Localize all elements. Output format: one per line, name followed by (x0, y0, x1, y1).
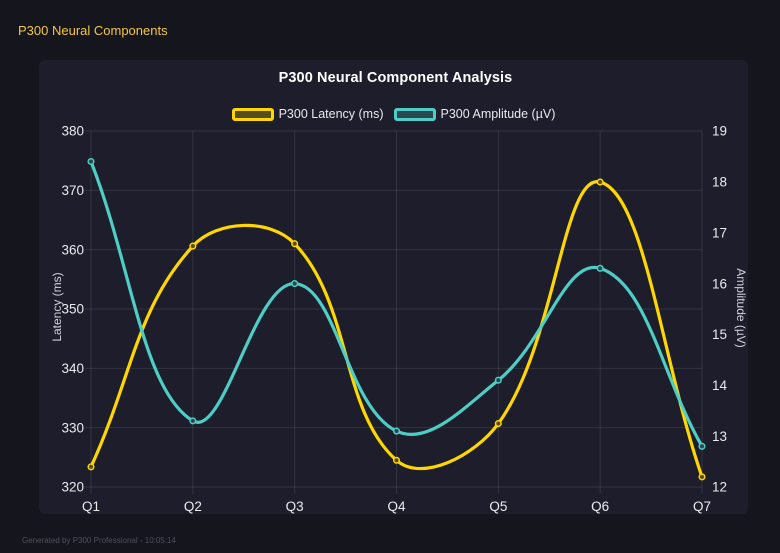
page-title: P300 Neural Components (18, 23, 168, 38)
y-right-tick-label: 16 (712, 276, 727, 291)
y-left-tick-label: 360 (61, 242, 84, 257)
data-point[interactable] (494, 376, 502, 384)
x-tick-label: Q3 (286, 499, 304, 514)
data-point[interactable] (596, 178, 604, 186)
data-point[interactable] (494, 419, 502, 428)
data-point[interactable] (596, 264, 604, 272)
legend-swatch (231, 107, 274, 121)
footer-text: Generated by P300 Professional - 10:05:1… (22, 536, 176, 545)
x-tick-label: Q7 (693, 499, 711, 514)
chart-legend: P300 Latency (ms) P300 Amplitude (µV) (39, 107, 748, 121)
y-left-tick-label: 320 (61, 480, 84, 495)
y-gridlines: 320 330 340 350 360 370 380 12 13 14 15 16 17 18 19 (61, 124, 727, 495)
legend-label: P300 Amplitude (µV) (440, 107, 556, 121)
chart-title: P300 Neural Component Analysis (278, 70, 513, 86)
data-point[interactable] (698, 442, 706, 450)
amplitude-series (87, 157, 706, 450)
y-right-tick-label: 15 (712, 327, 727, 342)
y-right-tick-label: 14 (712, 378, 728, 393)
x-tick-label: Q5 (489, 499, 507, 514)
y-left-tick-label: 340 (61, 361, 84, 376)
data-point[interactable] (189, 242, 197, 250)
legend-swatch (393, 107, 436, 121)
y-left-tick-label: 370 (61, 183, 84, 198)
data-point[interactable] (189, 417, 197, 425)
chart-panel: P300 Neural Component Analysis P300 Late… (39, 60, 748, 514)
data-point[interactable] (291, 240, 299, 248)
data-point[interactable] (392, 456, 401, 464)
y-left-tick-label: 380 (61, 124, 84, 139)
data-point[interactable] (87, 157, 95, 166)
x-gridlines: Q1 Q2 Q3 Q4 Q5 Q6 Q7 (82, 131, 711, 514)
data-point[interactable] (291, 280, 299, 288)
y-left-tick-label: 330 (61, 420, 84, 435)
legend-item-amplitude[interactable]: P300 Amplitude (µV) (393, 107, 556, 121)
y-right-tick-label: 18 (712, 175, 727, 190)
x-tick-label: Q2 (184, 499, 202, 514)
x-tick-label: Q1 (82, 499, 100, 514)
y-right-tick-label: 19 (712, 124, 727, 139)
y-right-tick-label: 13 (712, 429, 727, 444)
data-point[interactable] (698, 473, 706, 481)
legend-label: P300 Latency (ms) (278, 107, 384, 121)
y-right-tick-label: 17 (712, 225, 727, 240)
legend-item-latency[interactable]: P300 Latency (ms) (231, 107, 384, 121)
x-tick-label: Q4 (387, 499, 406, 514)
y-left-tick-label: 350 (61, 302, 84, 317)
data-point[interactable] (87, 463, 95, 471)
data-point[interactable] (392, 427, 401, 435)
y-right-tick-label: 12 (712, 480, 727, 495)
latency-series (87, 178, 706, 481)
x-tick-label: Q6 (591, 499, 609, 514)
